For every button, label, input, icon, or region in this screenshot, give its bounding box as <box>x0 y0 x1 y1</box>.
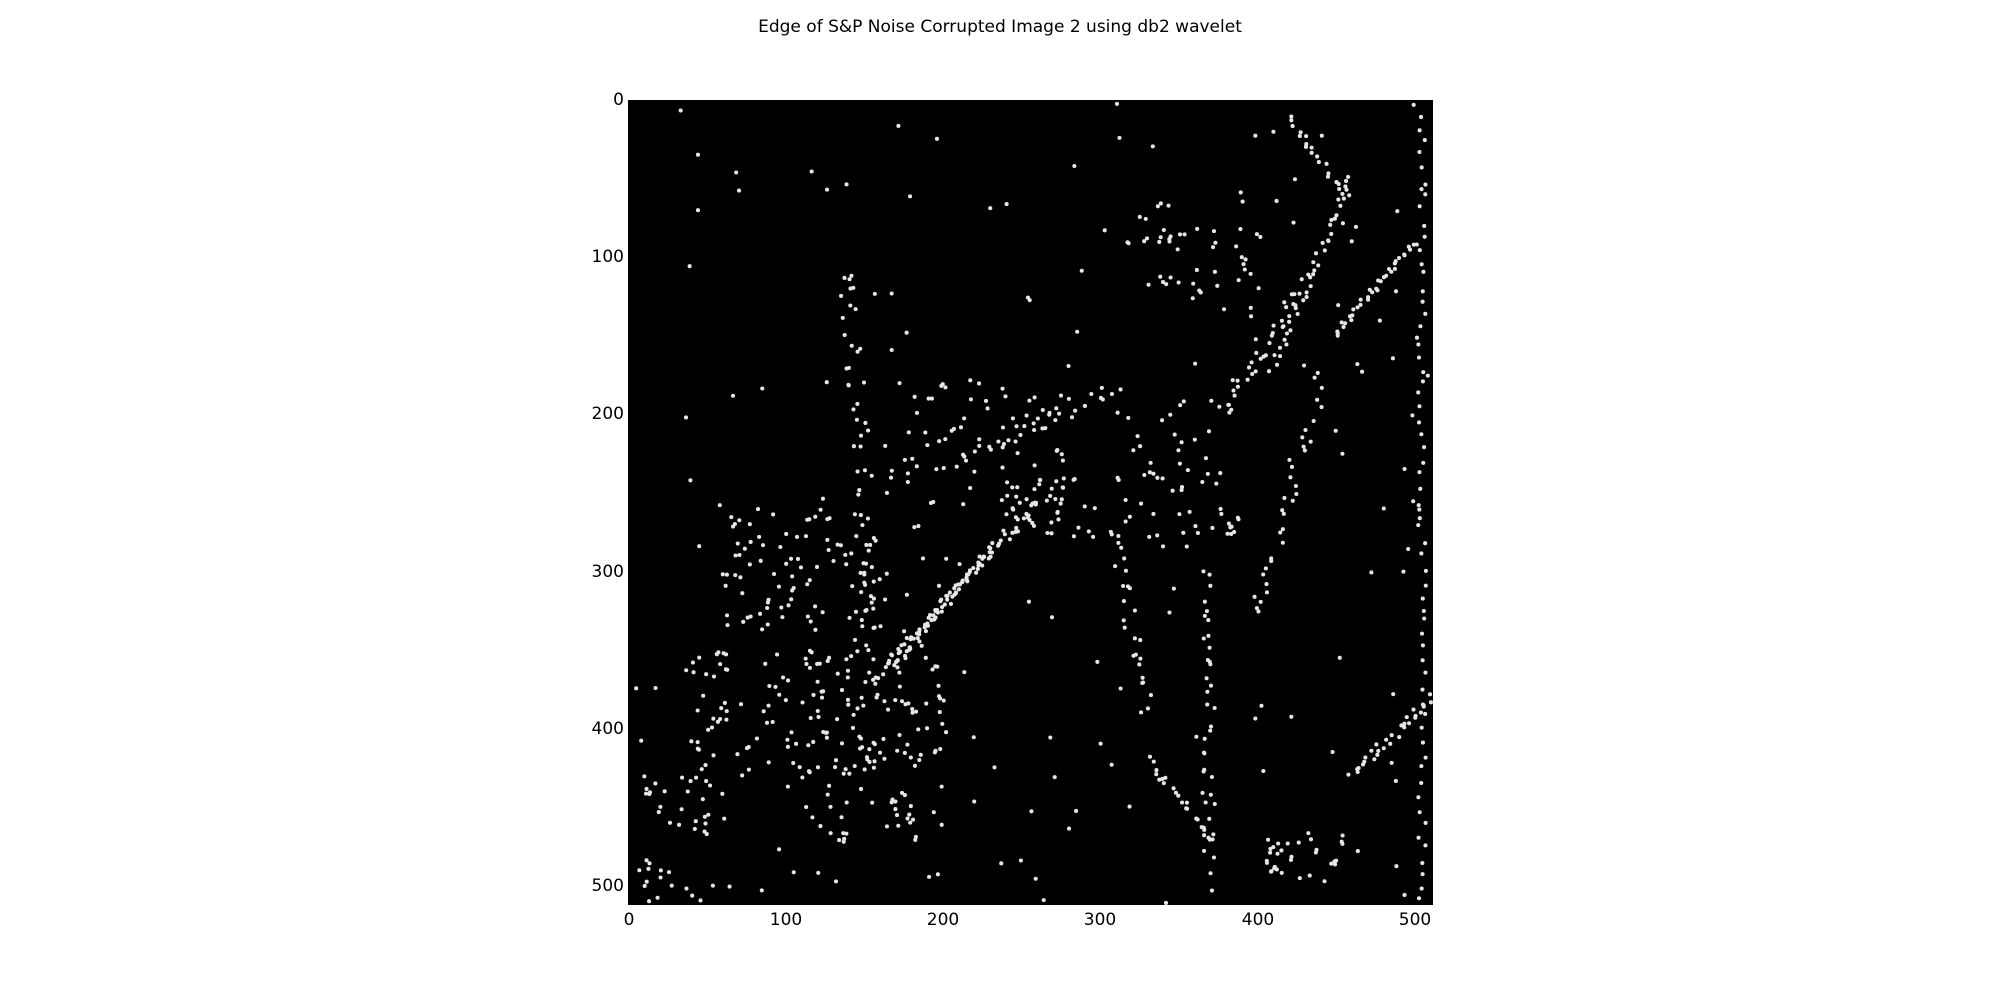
x-tick-label-300: 300 <box>1083 910 1117 930</box>
y-tick-label-0: 0 <box>613 90 624 110</box>
figure-title: Edge of S&P Noise Corrupted Image 2 usin… <box>758 17 1242 37</box>
y-tick-label-300: 300 <box>591 562 624 582</box>
y-tick-label-400: 400 <box>591 719 624 739</box>
x-tick-label-0: 0 <box>623 910 635 930</box>
x-tick-label-100: 100 <box>769 910 803 930</box>
edge-map-canvas <box>634 101 1433 905</box>
x-tick-label-500: 500 <box>1398 910 1432 930</box>
x-tick-label-400: 400 <box>1241 910 1275 930</box>
y-tick-label-100: 100 <box>591 247 624 267</box>
x-tick-label-200: 200 <box>926 910 960 930</box>
y-tick-label-500: 500 <box>591 876 624 896</box>
y-tick-label-200: 200 <box>591 404 624 424</box>
edge-image <box>628 100 1433 905</box>
